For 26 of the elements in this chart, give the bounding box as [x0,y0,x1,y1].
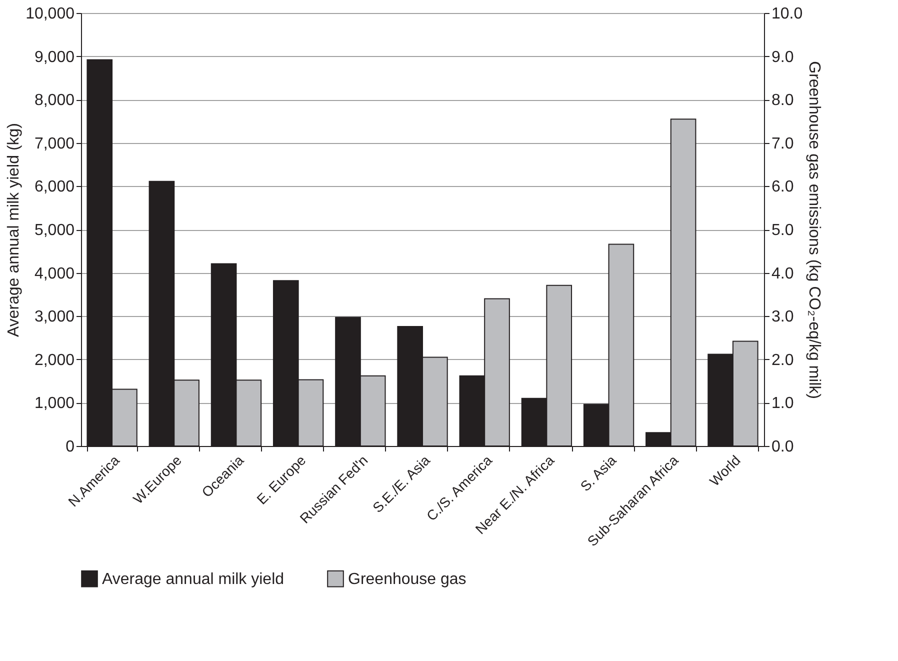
y-tick-label: 5,000 [34,222,75,239]
legend-label: Average annual milk yield [102,570,284,588]
y2-tick-label: 2.0 [772,352,794,369]
y2-tick-label: 7.0 [772,135,794,152]
y2-tick-label: 4.0 [772,265,794,282]
y2-axis-title: Greenhouse gas emissions (kg CO₂-eq/kg milk) [806,61,823,399]
y-tick-label: 0 [66,438,75,456]
y2-tick-label: 3.0 [772,308,794,326]
y2-tick-label: 1.0 [772,395,794,412]
y-tick-label: 4,000 [34,265,75,282]
y-tick-label: 3,000 [34,308,75,326]
legend-label: Greenhouse gas [348,570,466,588]
y-tick-label: 7,000 [34,135,75,152]
y2-tick-label: 10.0 [772,6,803,22]
y-axis-title: Average annual milk yield (kg) [6,122,23,338]
y-tick-label: 1,000 [34,395,75,412]
y-tick-label: 9,000 [34,48,75,66]
y-tick-label: 8,000 [34,92,75,110]
y2-tick-label: 6.0 [772,178,794,196]
y-tick-label: 2,000 [34,352,75,369]
y2-tick-label: 5.0 [772,222,794,239]
y-tick-label: 6,000 [34,178,75,196]
y-tick-label: 10,000 [26,6,75,22]
y2-tick-label: 8.0 [772,92,794,110]
y2-tick-label: 0.0 [772,438,794,456]
y2-tick-label: 9.0 [772,48,794,66]
